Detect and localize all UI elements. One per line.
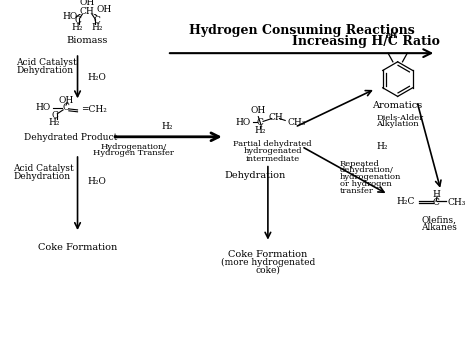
Text: Olefins,: Olefins, bbox=[421, 216, 456, 225]
Text: H₂: H₂ bbox=[254, 126, 266, 135]
Text: Alkanes: Alkanes bbox=[420, 223, 456, 232]
Text: C: C bbox=[256, 118, 263, 127]
Text: transfer: transfer bbox=[339, 187, 373, 195]
Text: HO: HO bbox=[35, 104, 50, 112]
Text: H₂: H₂ bbox=[161, 122, 172, 131]
Text: CH₃: CH₃ bbox=[447, 198, 465, 207]
Text: Ratio: Ratio bbox=[397, 35, 439, 48]
Text: Dehydration: Dehydration bbox=[13, 172, 70, 181]
Text: OH: OH bbox=[97, 5, 112, 14]
Text: OH: OH bbox=[58, 96, 73, 105]
Text: H: H bbox=[431, 190, 439, 199]
Text: hydrogenated: hydrogenated bbox=[243, 147, 301, 155]
Text: Alkylation: Alkylation bbox=[376, 120, 418, 128]
Text: HO: HO bbox=[62, 12, 78, 21]
Text: CH: CH bbox=[79, 7, 94, 16]
Text: C: C bbox=[51, 111, 58, 120]
Text: C: C bbox=[432, 198, 439, 207]
Text: Repeated: Repeated bbox=[339, 160, 379, 168]
Text: H₂O: H₂O bbox=[87, 177, 106, 185]
Text: or hydrogen: or hydrogen bbox=[339, 180, 391, 188]
Text: C: C bbox=[62, 104, 69, 112]
Text: Hydrogenation/: Hydrogenation/ bbox=[100, 142, 166, 151]
Text: hydrogenation: hydrogenation bbox=[339, 173, 400, 181]
Text: Coke Formation: Coke Formation bbox=[228, 250, 307, 259]
Text: Coke Formation: Coke Formation bbox=[38, 242, 117, 252]
Text: H₂C: H₂C bbox=[396, 197, 414, 206]
Text: Diels-Alder: Diels-Alder bbox=[376, 114, 423, 121]
Text: CH₃: CH₃ bbox=[287, 118, 305, 127]
Text: OH: OH bbox=[250, 106, 265, 115]
Text: Acid Catalyst: Acid Catalyst bbox=[13, 164, 74, 173]
Text: Dehydration: Dehydration bbox=[16, 66, 73, 75]
Text: Increasing H/C: Increasing H/C bbox=[291, 35, 397, 48]
Text: eff: eff bbox=[386, 32, 397, 40]
Text: Dehydrated Product: Dehydrated Product bbox=[24, 133, 117, 142]
Text: Hydrogen Transfer: Hydrogen Transfer bbox=[93, 149, 173, 157]
Text: C: C bbox=[74, 16, 81, 25]
Text: C: C bbox=[93, 16, 100, 25]
Text: H₂O: H₂O bbox=[87, 73, 106, 82]
Text: coke): coke) bbox=[255, 266, 280, 274]
Text: Aromatics: Aromatics bbox=[372, 101, 422, 110]
Text: dehydration/: dehydration/ bbox=[339, 167, 393, 174]
Text: (more hydrogenated: (more hydrogenated bbox=[220, 258, 314, 267]
Text: H₂: H₂ bbox=[49, 118, 60, 127]
Text: HO: HO bbox=[235, 118, 250, 127]
Text: Dehydration: Dehydration bbox=[224, 171, 285, 180]
Text: Partial dehydrated: Partial dehydrated bbox=[233, 140, 311, 148]
Text: OH: OH bbox=[79, 0, 95, 7]
Text: Hydrogen Consuming Reactions: Hydrogen Consuming Reactions bbox=[188, 24, 414, 37]
Text: H₂: H₂ bbox=[91, 23, 102, 32]
Text: H₂: H₂ bbox=[71, 23, 83, 32]
Text: CH: CH bbox=[268, 113, 282, 122]
Text: Acid Catalyst: Acid Catalyst bbox=[16, 58, 77, 67]
Text: intermediate: intermediate bbox=[245, 155, 299, 163]
Text: Biomass: Biomass bbox=[66, 36, 108, 45]
Text: H₂: H₂ bbox=[376, 142, 387, 151]
Text: =CH₂: =CH₂ bbox=[81, 105, 107, 114]
